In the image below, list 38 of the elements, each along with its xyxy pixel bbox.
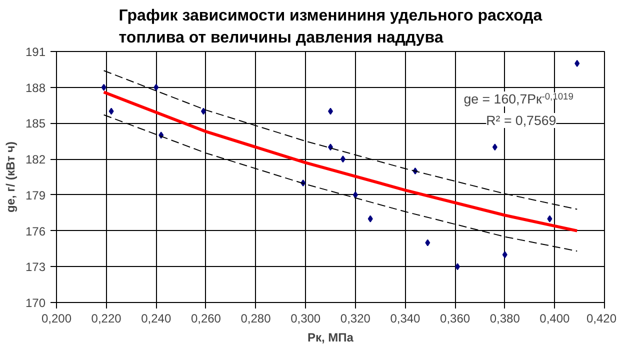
y-axis-title: ge, г/ (кВт ч) (3, 141, 18, 213)
point (502, 251, 508, 258)
x-tick-label: 0,420 (586, 312, 617, 326)
point (154, 84, 159, 91)
x-tick-label: 0,300 (290, 312, 321, 326)
point (492, 144, 498, 151)
point (455, 263, 460, 270)
x-tick-label: 0,260 (190, 312, 222, 326)
y-tick-label: 188 (25, 80, 46, 95)
point (200, 108, 206, 115)
y-tick-label: 185 (25, 116, 46, 131)
x-tick-label: 0,320 (340, 312, 371, 326)
point (368, 215, 373, 222)
point (425, 239, 430, 246)
point (352, 191, 358, 198)
x-tick-label: 0,200 (41, 312, 72, 326)
point (574, 60, 580, 67)
x-tick-label: 0,340 (390, 312, 421, 326)
x-tick-label: 0,400 (540, 312, 570, 326)
y-tick-label: 170 (25, 296, 46, 310)
point (101, 84, 106, 91)
point (340, 156, 346, 163)
point (108, 108, 114, 115)
y-tick-label: 182 (25, 152, 46, 167)
x-axis-title: Pк, МПа (308, 330, 354, 344)
y-tick-label: 191 (25, 45, 46, 59)
x-tick-label: 0,380 (490, 312, 520, 326)
y-tick-label: 179 (25, 188, 46, 202)
x-tick-label: 0,240 (141, 312, 172, 326)
line-series (102, 90, 579, 232)
y-tick-label: 176 (25, 224, 46, 238)
x-tick-label: 0,360 (440, 312, 470, 326)
point (547, 215, 552, 222)
chart-title: График зависимости изменининя удельного расхода топлива от величины давления наддува (118, 7, 542, 46)
x-tick-label: 0,220 (91, 312, 122, 326)
y-tick-label: 173 (25, 260, 46, 274)
annotation: R² = 0,7569 (486, 112, 556, 128)
x-tick-label: 0,280 (240, 312, 272, 326)
